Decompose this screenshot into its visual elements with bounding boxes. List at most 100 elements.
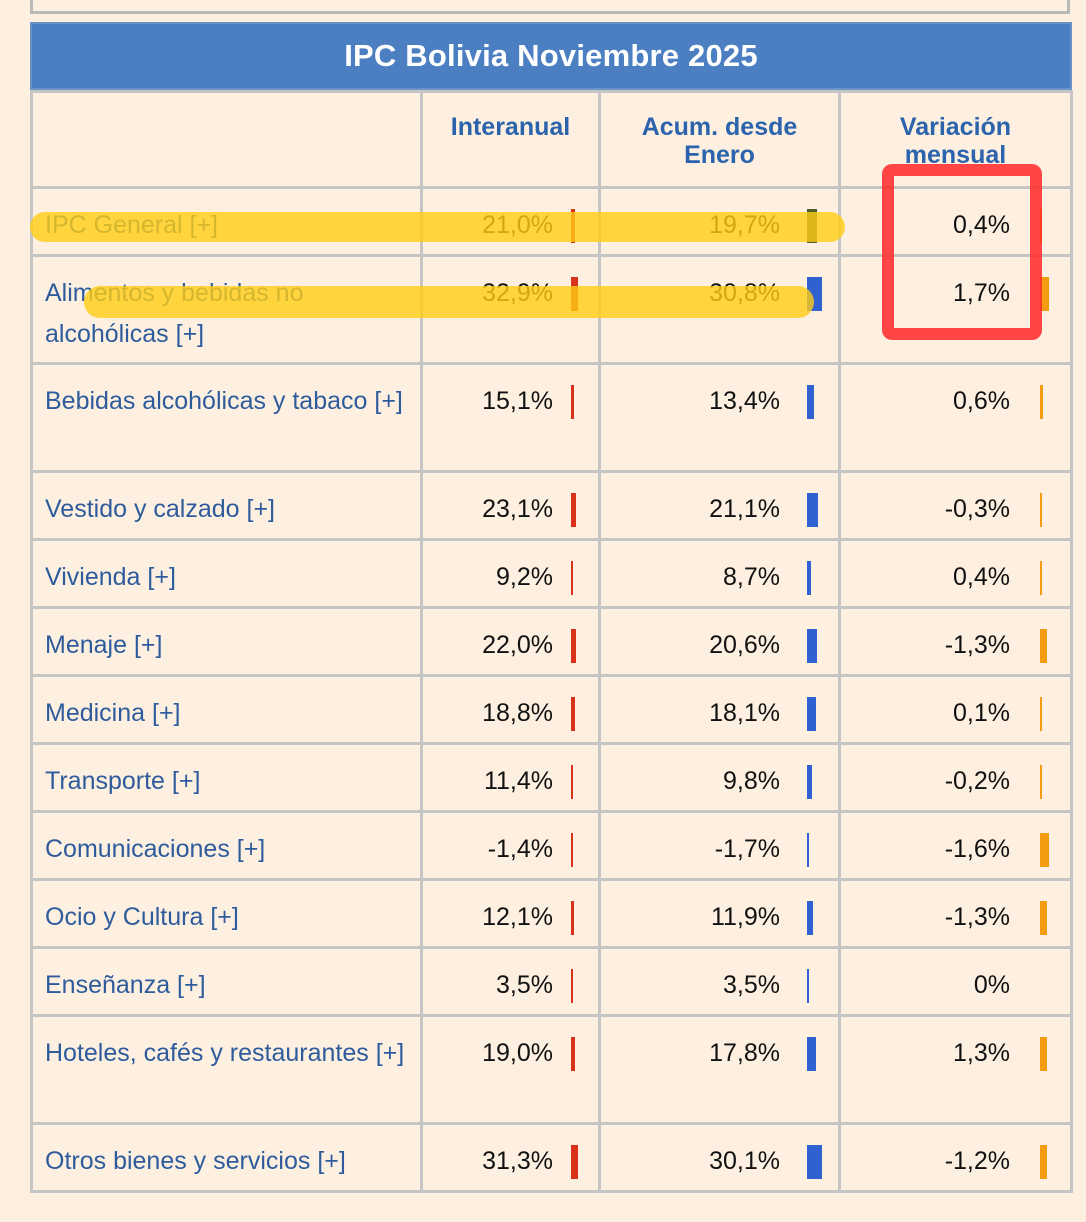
acumulado-value: 17,8% bbox=[709, 1039, 780, 1067]
category-link[interactable]: Ocio y Cultura [+] bbox=[45, 903, 239, 931]
mensual-value: -1,3% bbox=[944, 631, 1010, 659]
table-row: Hoteles, cafés y restaurantes [+] 19,0% 17… bbox=[30, 1014, 1073, 1125]
category-link[interactable]: Hoteles, cafés y restaurantes [+] bbox=[45, 1039, 405, 1067]
mensual-cell: -1,3% bbox=[838, 878, 1073, 949]
acumulado-bar bbox=[807, 1145, 823, 1179]
interanual-value: 31,3% bbox=[482, 1147, 553, 1175]
category-link[interactable]: Menaje [+] bbox=[45, 631, 163, 659]
table-title: IPC Bolivia Noviembre 2025 bbox=[30, 22, 1072, 90]
interanual-cell: 9,2% bbox=[420, 538, 601, 609]
interanual-cell: -1,4% bbox=[420, 810, 601, 881]
interanual-cell: 23,1% bbox=[420, 470, 601, 541]
acumulado-cell: -1,7% bbox=[598, 810, 841, 881]
category-cell: Menaje [+] bbox=[30, 606, 423, 677]
table-row: Vestido y calzado [+] 23,1% 21,1% -0,3% bbox=[30, 470, 1073, 541]
mensual-bar bbox=[1040, 493, 1042, 527]
interanual-value: 23,1% bbox=[482, 495, 553, 523]
category-link[interactable]: Comunicaciones [+] bbox=[45, 835, 266, 863]
interanual-bar bbox=[571, 209, 576, 243]
category-cell: Ocio y Cultura [+] bbox=[30, 878, 423, 949]
mensual-bar bbox=[1040, 833, 1049, 867]
acumulado-value: 3,5% bbox=[723, 971, 780, 999]
mensual-bar bbox=[1040, 385, 1044, 419]
category-link[interactable]: Alimentos y bebidas no alcohólicas [+] bbox=[45, 279, 304, 348]
interanual-cell: 18,8% bbox=[420, 674, 601, 745]
acumulado-value: 8,7% bbox=[723, 563, 780, 591]
table-row: Transporte [+] 11,4% 9,8% -0,2% bbox=[30, 742, 1073, 813]
category-cell: Comunicaciones [+] bbox=[30, 810, 423, 881]
category-link[interactable]: Medicina [+] bbox=[45, 699, 181, 727]
mensual-bar bbox=[1040, 1145, 1047, 1179]
category-cell: Vestido y calzado [+] bbox=[30, 470, 423, 541]
header-mensual[interactable]: Variación mensual bbox=[838, 90, 1073, 189]
interanual-bar bbox=[571, 1145, 578, 1179]
category-link[interactable]: IPC General [+] bbox=[45, 211, 218, 239]
mensual-bar bbox=[1040, 277, 1050, 311]
category-cell: IPC General [+] bbox=[30, 186, 423, 257]
mensual-value: 0,1% bbox=[953, 699, 1010, 727]
interanual-bar bbox=[571, 561, 573, 595]
mensual-cell: -0,3% bbox=[838, 470, 1073, 541]
category-link[interactable]: Enseñanza [+] bbox=[45, 971, 206, 999]
interanual-cell: 15,1% bbox=[420, 362, 601, 473]
acumulado-value: 13,4% bbox=[709, 387, 780, 415]
acumulado-bar bbox=[807, 493, 818, 527]
interanual-value: -1,4% bbox=[487, 835, 553, 863]
interanual-cell: 31,3% bbox=[420, 1122, 601, 1193]
interanual-bar bbox=[571, 697, 575, 731]
table-row: Menaje [+] 22,0% 20,6% -1,3% bbox=[30, 606, 1073, 677]
table-row: Vivienda [+] 9,2% 8,7% 0,4% bbox=[30, 538, 1073, 609]
interanual-value: 11,4% bbox=[483, 767, 553, 795]
mensual-bar bbox=[1040, 629, 1048, 663]
acumulado-cell: 3,5% bbox=[598, 946, 841, 1017]
header-mensual-label: Variación mensual bbox=[899, 113, 1012, 169]
page-frame-top bbox=[30, 0, 1070, 14]
interanual-value: 22,0% bbox=[482, 631, 553, 659]
acumulado-cell: 11,9% bbox=[598, 878, 841, 949]
category-link[interactable]: Vestido y calzado [+] bbox=[45, 495, 276, 523]
acumulado-bar bbox=[807, 765, 812, 799]
acumulado-cell: 18,1% bbox=[598, 674, 841, 745]
interanual-value: 15,1% bbox=[482, 387, 553, 415]
interanual-value: 9,2% bbox=[496, 563, 553, 591]
mensual-cell: 0,6% bbox=[838, 362, 1073, 473]
table-row: Enseñanza [+] 3,5% 3,5% 0% bbox=[30, 946, 1073, 1017]
category-cell: Bebidas alcohólicas y tabaco [+] bbox=[30, 362, 423, 473]
acumulado-value: 9,8% bbox=[723, 767, 780, 795]
mensual-value: 0,4% bbox=[953, 211, 1010, 239]
acumulado-cell: 20,6% bbox=[598, 606, 841, 677]
acumulado-cell: 17,8% bbox=[598, 1014, 841, 1125]
table-row: Bebidas alcohólicas y tabaco [+] 15,1% 13,… bbox=[30, 362, 1073, 473]
acumulado-value: 11,9% bbox=[710, 903, 780, 931]
mensual-cell: 1,7% bbox=[838, 254, 1073, 365]
interanual-value: 3,5% bbox=[496, 971, 553, 999]
table-row: Comunicaciones [+] -1,4% -1,7% -1,6% bbox=[30, 810, 1073, 881]
interanual-bar bbox=[571, 901, 574, 935]
category-cell: Otros bienes y servicios [+] bbox=[30, 1122, 423, 1193]
category-link[interactable]: Otros bienes y servicios [+] bbox=[45, 1147, 346, 1175]
header-acumulado[interactable]: Acum. desde Enero bbox=[598, 90, 841, 189]
interanual-value: 12,1% bbox=[482, 903, 553, 931]
mensual-cell: 0,1% bbox=[838, 674, 1073, 745]
category-cell: Transporte [+] bbox=[30, 742, 423, 813]
category-link[interactable]: Vivienda [+] bbox=[45, 563, 176, 591]
interanual-bar bbox=[571, 629, 576, 663]
mensual-value: -0,2% bbox=[944, 767, 1010, 795]
mensual-value: 1,7% bbox=[953, 279, 1010, 307]
acumulado-bar bbox=[807, 697, 817, 731]
category-link[interactable]: Transporte [+] bbox=[45, 767, 201, 795]
mensual-bar bbox=[1040, 1037, 1048, 1071]
mensual-cell: 1,3% bbox=[838, 1014, 1073, 1125]
table-row: IPC General [+] 21,0% 19,7% 0,4% bbox=[30, 186, 1073, 257]
table-row: Ocio y Cultura [+] 12,1% 11,9% -1,3% bbox=[30, 878, 1073, 949]
interanual-value: 21,0% bbox=[482, 211, 553, 239]
acumulado-value: 21,1% bbox=[709, 495, 780, 523]
mensual-bar bbox=[1040, 561, 1043, 595]
mensual-bar bbox=[1040, 697, 1042, 731]
interanual-cell: 21,0% bbox=[420, 186, 601, 257]
category-link[interactable]: Bebidas alcohólicas y tabaco [+] bbox=[45, 387, 403, 415]
mensual-bar bbox=[1040, 901, 1048, 935]
acumulado-bar bbox=[807, 1037, 816, 1071]
header-interanual[interactable]: Interanual bbox=[420, 90, 601, 189]
table-row: Medicina [+] 18,8% 18,1% 0,1% bbox=[30, 674, 1073, 745]
